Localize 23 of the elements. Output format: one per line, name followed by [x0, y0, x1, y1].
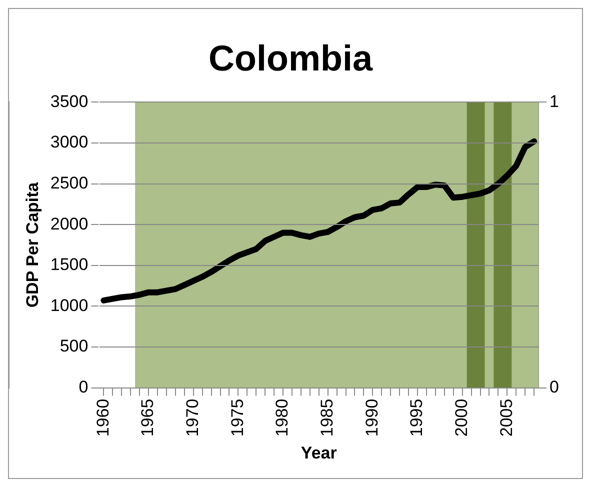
y-tick-label: 0: [78, 377, 88, 396]
y2-tick-label: 0: [550, 377, 560, 396]
chart-title: Colombia: [208, 38, 374, 79]
y-tick-label: 2000: [50, 214, 88, 234]
y-tick-label: 3500: [50, 92, 88, 111]
y2-tick-label: 1: [550, 92, 560, 111]
x-tick-label: 1975: [228, 398, 247, 437]
x-tick-label: 1985: [318, 398, 337, 437]
y-tick-label: 500: [60, 336, 88, 356]
y-tick-label: 2500: [50, 173, 88, 192]
x-tick-label: 2000: [452, 398, 472, 437]
x-tick-label: 1960: [93, 398, 112, 437]
y-tick-label: 1500: [50, 255, 88, 274]
x-tick-label: 2005: [496, 398, 516, 437]
x-tick-label: 1995: [407, 398, 426, 437]
x-axis-title: Year: [300, 443, 338, 462]
x-tick-label: 1965: [138, 398, 158, 437]
x-tick-label: 1970: [183, 398, 202, 437]
x-tick-label: 1990: [362, 398, 382, 437]
y-tick-label: 1000: [50, 296, 88, 315]
x-tick-label: 1980: [272, 398, 292, 437]
y-tick-label: 3000: [50, 132, 88, 152]
y-axis-title: GDP Per Capita: [22, 182, 42, 308]
